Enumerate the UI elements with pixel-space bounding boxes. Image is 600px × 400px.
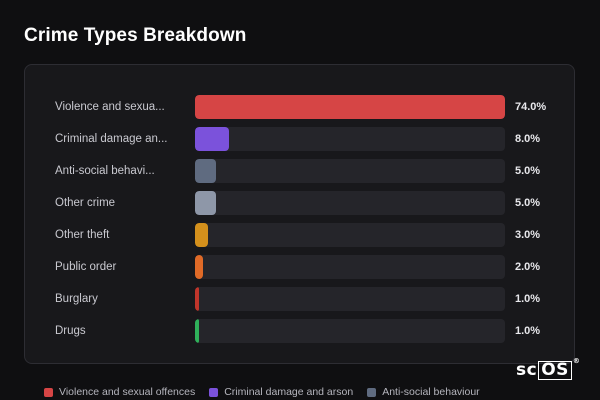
bar — [195, 127, 229, 151]
legend-swatch — [367, 387, 377, 397]
value-label: 1.0% — [515, 325, 541, 337]
bar — [195, 223, 208, 247]
legend-label: Criminal damage and arson — [224, 386, 354, 398]
legend-item: Anti-social behaviour — [367, 386, 480, 398]
category-label: Other crime — [55, 197, 116, 209]
logo-text: sc — [516, 360, 538, 380]
bar-row: Anti-social behavi... 5.0% — [25, 159, 574, 183]
bar — [195, 287, 199, 311]
scos-logo: sc OS ® — [516, 357, 581, 380]
category-label: Criminal damage an... — [55, 133, 168, 145]
bar — [195, 255, 203, 279]
category-label: Anti-social behavi... — [55, 165, 155, 177]
category-label: Public order — [55, 261, 117, 273]
chart-legend: Violence and sexual offences Criminal dam… — [44, 386, 480, 398]
value-label: 8.0% — [515, 133, 541, 145]
category-label: Other theft — [55, 229, 110, 241]
chart-panel: Violence and sexua... 74.0% Criminal damag… — [24, 64, 575, 364]
chart-title: Crime Types Breakdown — [24, 25, 247, 46]
bar — [195, 159, 216, 183]
bar-track — [195, 95, 505, 119]
logo-boxed-text: OS — [538, 360, 572, 380]
bar-track — [195, 287, 505, 311]
value-label: 3.0% — [515, 229, 541, 241]
bar-row: Other theft 3.0% — [25, 223, 574, 247]
legend-label: Anti-social behaviour — [382, 386, 480, 398]
bar-row: Criminal damage an... 8.0% — [25, 127, 574, 151]
bar-track — [195, 159, 505, 183]
value-label: 2.0% — [515, 261, 541, 273]
bar-row: Drugs 1.0% — [25, 319, 574, 343]
bar-row: Burglary 1.0% — [25, 287, 574, 311]
value-label: 5.0% — [515, 197, 541, 209]
legend-swatch — [44, 387, 53, 397]
category-label: Drugs — [55, 325, 86, 337]
bar-row: Violence and sexua... 74.0% — [25, 95, 574, 119]
value-label: 1.0% — [515, 293, 541, 305]
value-label: 5.0% — [515, 165, 541, 177]
legend-item: Violence and sexual offences — [44, 386, 195, 398]
bar-track — [195, 223, 505, 247]
bar-track — [195, 319, 505, 343]
bar-row: Public order 2.0% — [25, 255, 574, 279]
value-label: 74.0% — [515, 101, 547, 113]
category-label: Burglary — [55, 293, 98, 305]
bar-track — [195, 127, 505, 151]
category-label: Violence and sexua... — [55, 101, 165, 113]
registered-mark: ® — [572, 357, 581, 365]
bar-track — [195, 191, 505, 215]
bar — [195, 191, 216, 215]
bar-track — [195, 255, 505, 279]
bar — [195, 95, 505, 119]
bar-row: Other crime 5.0% — [25, 191, 574, 215]
legend-swatch — [209, 387, 219, 397]
bar — [195, 319, 199, 343]
legend-label: Violence and sexual offences — [59, 386, 196, 398]
legend-item: Criminal damage and arson — [209, 386, 353, 398]
